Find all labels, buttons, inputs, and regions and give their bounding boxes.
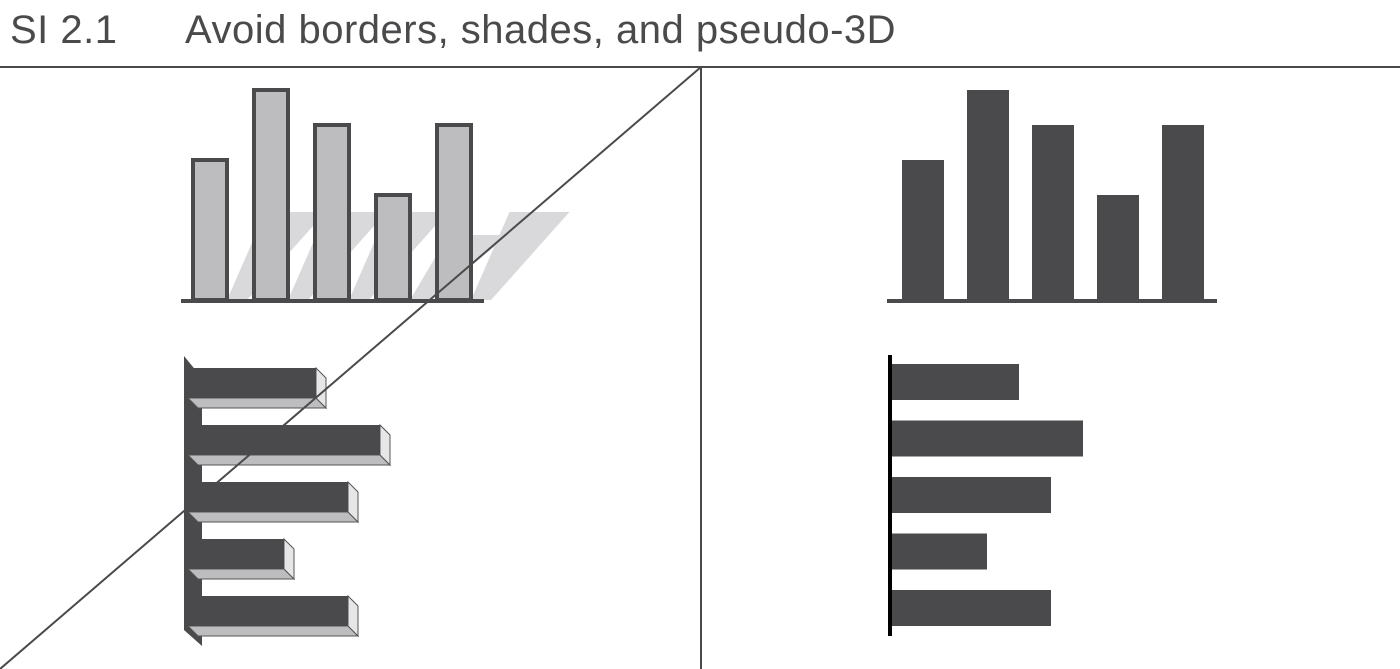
bar-3d-bottom-face: [186, 568, 296, 580]
bad-column-chart: [181, 88, 570, 303]
bar-3d-front-face: [188, 596, 348, 626]
plain-column: [1162, 125, 1204, 300]
bar-3d-bottom-face: [186, 511, 360, 523]
bad-bar-chart: [184, 356, 392, 646]
bar-3d-front-face: [188, 482, 348, 512]
strike-through-line: [0, 66, 702, 669]
plain-column: [1097, 195, 1139, 300]
bar-3d-bottom-face: [186, 625, 360, 637]
plain-column: [967, 90, 1009, 300]
bar-3d-front-face: [188, 425, 380, 455]
bar-3d-front-face: [188, 368, 316, 398]
plain-bar: [891, 364, 1019, 400]
plain-column: [902, 160, 944, 300]
section-title: Avoid borders, shades, and pseudo-3D: [185, 7, 897, 52]
page-header: SI 2.1 Avoid borders, shades, and pseudo…: [10, 4, 896, 56]
plain-bar: [891, 420, 1083, 457]
bordered-column: [435, 123, 473, 302]
good-column-chart: [887, 90, 1217, 303]
column-shadow: [471, 212, 570, 300]
plain-column: [1032, 125, 1074, 300]
bordered-column: [252, 88, 290, 302]
bordered-column: [191, 158, 229, 302]
bordered-column: [374, 193, 412, 302]
plain-bar: [891, 590, 1051, 626]
plain-bar: [891, 477, 1051, 513]
bar-3d-bottom-face: [186, 454, 392, 466]
bar-3d-front-face: [188, 539, 284, 569]
plain-bar: [891, 533, 987, 570]
good-bar-chart: [888, 355, 1083, 636]
bordered-column: [313, 123, 351, 302]
section-number: SI 2.1: [10, 7, 118, 52]
